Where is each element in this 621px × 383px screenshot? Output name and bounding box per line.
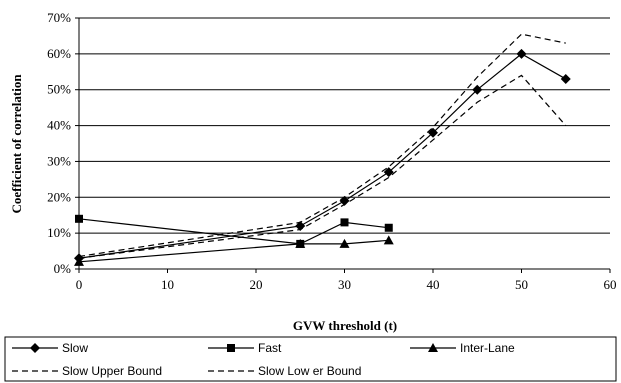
data-point-inter-lane (339, 238, 350, 248)
data-point-inter-lane (383, 235, 394, 245)
y-tick-label: 10% (47, 225, 71, 240)
data-point-fast (75, 214, 83, 223)
legend-box (4, 336, 617, 382)
x-tick-label: 40 (427, 277, 440, 292)
series-line-slow-upper-bound (78, 33, 566, 258)
axes (75, 17, 611, 273)
data-point-slow (516, 48, 527, 59)
y-tick-label: 30% (47, 153, 71, 168)
x-tick-label: 50 (515, 277, 528, 292)
data-point-inter-lane (295, 238, 306, 248)
data-point-slow (560, 73, 571, 84)
legend-marker-slow (30, 343, 40, 353)
data-point-fast (384, 223, 393, 232)
series-slow-upper-bound (78, 33, 566, 258)
y-tick-label: 0% (54, 261, 72, 276)
y-tick-label: 40% (47, 118, 71, 133)
series-line-inter-lane (78, 239, 389, 263)
legend-label-slow-upper-bound: Slow Upper Bound (62, 364, 162, 378)
data-point-slow (383, 167, 394, 178)
series-group (74, 33, 571, 266)
series-line-slow-low-er-bound (78, 74, 567, 259)
y-tick-labels: 0% 10% 20% 30% 40% 50% 60% 70% (47, 10, 71, 276)
x-tick-label: 0 (76, 277, 83, 292)
series-line-fast (78, 218, 389, 245)
data-point-inter-lane (74, 256, 84, 266)
y-tick-label: 50% (47, 82, 71, 97)
legend-label-slow-low-er-bound: Slow Low er Bound (258, 364, 361, 378)
x-tick-label: 10 (161, 277, 174, 292)
gridlines (79, 17, 610, 234)
data-point-fast (340, 218, 349, 227)
series-slow-low-er-bound (78, 74, 567, 259)
legend-label-fast: Fast (258, 341, 282, 355)
legend-label-slow: Slow (62, 341, 88, 355)
legend-marker-inter-lane (428, 343, 438, 352)
y-tick-label: 70% (47, 10, 71, 25)
data-point-slow (472, 84, 483, 95)
x-axis-title: GVW threshold (t) (293, 318, 397, 333)
x-tick-labels: 0 10 20 30 40 50 60 (76, 277, 617, 292)
legend-label-inter-lane: Inter-Lane (460, 341, 515, 355)
legend-marker-fast (227, 344, 235, 352)
x-tick-label: 30 (338, 277, 351, 292)
series-inter-lane (74, 235, 394, 266)
legend: Slow Fast Inter-Lane Slow Upper Bound Slow L… (4, 336, 617, 382)
series-line-slow (78, 53, 567, 259)
y-axis-title: Coefficient of correlation (9, 74, 24, 214)
y-tick-label: 20% (47, 189, 71, 204)
y-tick-label: 60% (47, 46, 71, 61)
series-slow (74, 48, 571, 264)
x-tick-label: 60 (604, 277, 617, 292)
x-tick-label: 20 (250, 277, 263, 292)
